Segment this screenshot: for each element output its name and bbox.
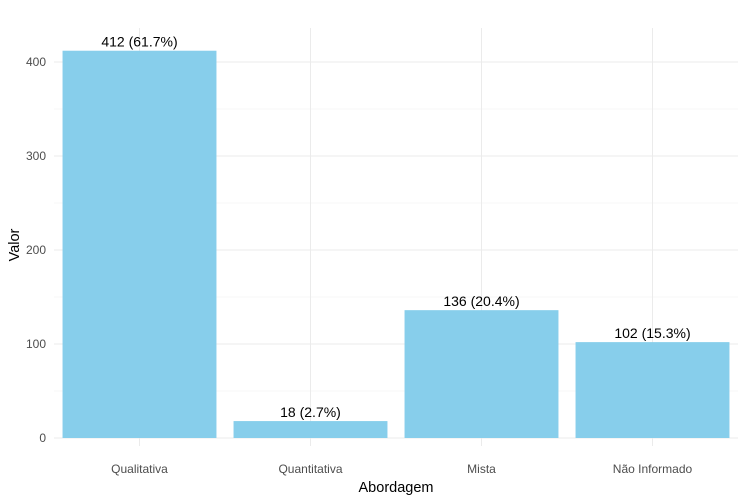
y-axis-ticks: 0 100 200 300 400 xyxy=(26,55,46,445)
x-tick-label: Não Informado xyxy=(613,462,693,476)
bar-data-label: 102 (15.3%) xyxy=(614,325,690,341)
y-axis-title: Valor xyxy=(7,228,23,261)
y-tick-label: 100 xyxy=(26,337,46,351)
y-tick-label: 0 xyxy=(39,431,46,445)
x-tick-label: Quantitativa xyxy=(278,462,342,476)
bar-data-label: 18 (2.7%) xyxy=(280,404,341,420)
bar xyxy=(62,50,217,438)
x-tick-label: Qualitativa xyxy=(111,462,168,476)
bars xyxy=(62,50,730,438)
bar xyxy=(404,310,559,438)
x-axis-title: Abordagem xyxy=(359,480,434,496)
bar-data-label: 412 (61.7%) xyxy=(101,34,177,50)
x-axis-ticks: Qualitativa Quantitativa Mista Não Informad… xyxy=(111,462,692,476)
bar-data-label: 136 (20.4%) xyxy=(443,293,519,309)
bar xyxy=(233,421,388,438)
data-labels: 412 (61.7%) 18 (2.7%) 136 (20.4%) 102 (15.3… xyxy=(101,34,690,420)
x-tick-label: Mista xyxy=(467,462,496,476)
y-tick-label: 400 xyxy=(26,55,46,69)
y-tick-label: 300 xyxy=(26,149,46,163)
bar xyxy=(575,342,730,438)
y-tick-label: 200 xyxy=(26,243,46,257)
